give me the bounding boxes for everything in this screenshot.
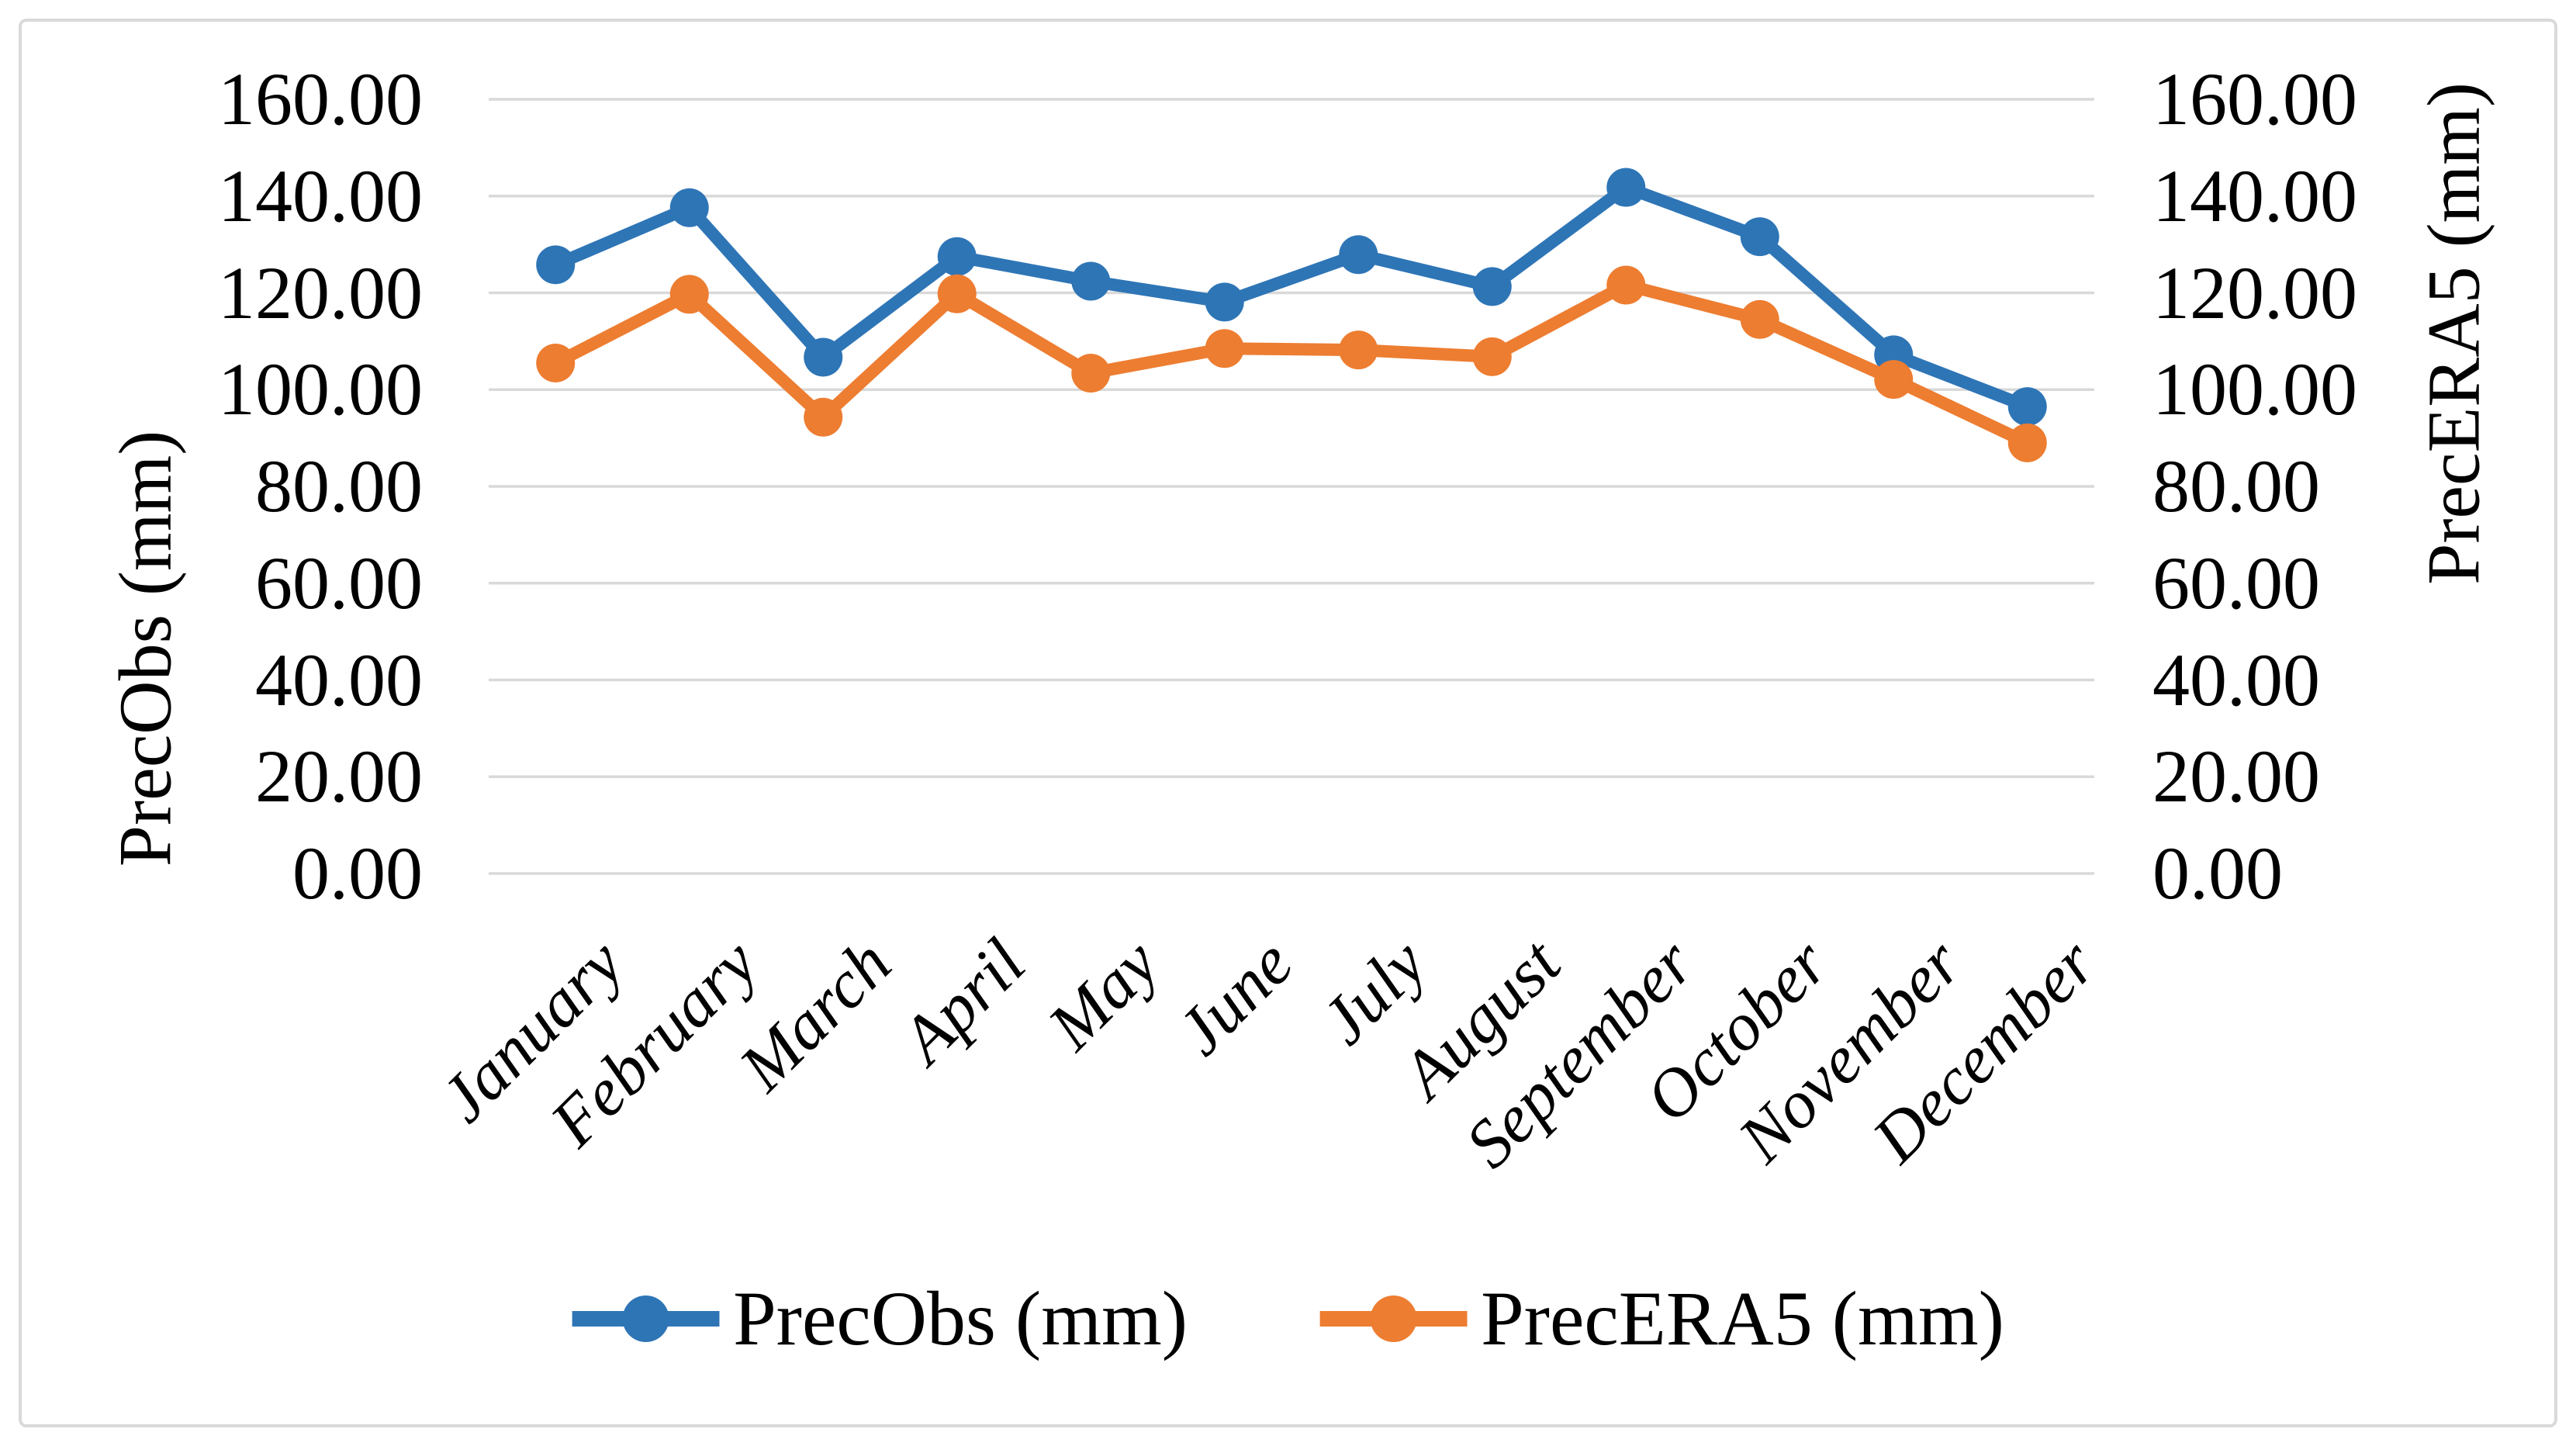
chart-legend: PrecObs (mm) PrecERA5 (mm)	[572, 1280, 2004, 1358]
data-point-marker	[2007, 387, 2047, 427]
data-point-marker	[1740, 217, 1779, 257]
left-axis-tick-label: 160.00	[218, 57, 423, 140]
legend-label: PrecObs (mm)	[733, 1275, 1188, 1361]
data-point-marker	[1874, 360, 1914, 400]
left-axis-tick-label: 0.00	[292, 832, 423, 915]
data-point-marker	[1606, 168, 1646, 207]
data-point-marker	[1472, 267, 1512, 306]
legend-item-precobs: PrecObs (mm)	[572, 1280, 1188, 1358]
data-point-marker	[1606, 265, 1646, 305]
data-point-marker	[669, 188, 709, 227]
data-point-marker	[937, 274, 977, 313]
series-line-precobs	[549, 181, 2034, 413]
right-axis-tick-label: 80.00	[2152, 445, 2320, 528]
data-point-marker	[804, 397, 843, 437]
left-axis-tick-label: 120.00	[218, 251, 423, 334]
series-lines	[536, 168, 2047, 462]
left-axis-tick-label: 140.00	[218, 154, 423, 237]
data-point-marker	[937, 237, 977, 276]
left-axis-tick-label: 20.00	[255, 735, 423, 818]
data-point-marker	[804, 337, 843, 377]
data-point-marker	[1472, 337, 1512, 376]
legend-marker-icon	[1319, 1296, 1468, 1342]
legend-marker-icon	[572, 1296, 720, 1342]
left-axis-tick-label: 80.00	[255, 445, 423, 528]
data-point-marker	[1740, 299, 1779, 339]
data-point-marker	[1071, 261, 1111, 301]
left-axis-tick-label: 40.00	[255, 638, 423, 721]
right-axis-tick-label: 160.00	[2152, 57, 2357, 140]
right-axis-tick-label: 120.00	[2152, 251, 2357, 334]
right-axis-tick-label: 60.00	[2152, 541, 2320, 624]
data-point-marker	[536, 245, 576, 285]
data-point-marker	[2007, 423, 2047, 462]
gridlines	[489, 98, 2094, 875]
right-axis-tick-label: 40.00	[2152, 638, 2320, 721]
series-line-precera5	[549, 278, 2034, 449]
data-point-marker	[536, 343, 576, 382]
left-axis-title: PrecObs (mm)	[103, 430, 187, 867]
data-point-marker	[1205, 329, 1244, 368]
right-axis-tick-label: 140.00	[2152, 154, 2357, 237]
right-axis-title: PrecERA5 (mm)	[2412, 82, 2495, 585]
right-axis-tick-label: 0.00	[2152, 832, 2283, 915]
right-axis-tick-label: 100.00	[2152, 348, 2357, 431]
data-point-marker	[1071, 354, 1111, 393]
data-point-marker	[1205, 282, 1244, 322]
legend-item-precera5: PrecERA5 (mm)	[1319, 1280, 2004, 1358]
right-axis-tick-label: 20.00	[2152, 735, 2320, 818]
data-point-marker	[1339, 235, 1378, 275]
left-axis-tick-label: 60.00	[255, 541, 423, 624]
legend-label: PrecERA5 (mm)	[1481, 1275, 2004, 1361]
data-point-marker	[1339, 330, 1378, 370]
left-axis-tick-label: 100.00	[218, 348, 423, 431]
data-point-marker	[669, 275, 709, 314]
chart-outer-border	[19, 19, 2557, 1427]
